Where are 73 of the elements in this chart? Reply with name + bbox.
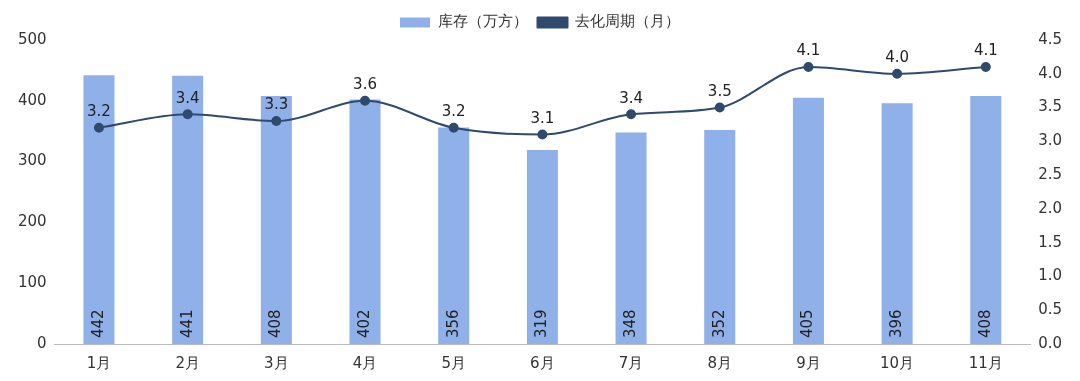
y-tick-label: 500 (17, 29, 47, 48)
point (448, 122, 459, 133)
point (537, 129, 548, 140)
bar (881, 103, 913, 344)
data-label: 442 (88, 309, 107, 338)
y2-tick-label: 3.5 (1038, 97, 1062, 116)
y2-tick-label: 2.5 (1038, 165, 1062, 183)
point (803, 62, 814, 73)
x-tick-label: 6月 (530, 353, 555, 372)
data-label: 3.3 (264, 95, 289, 114)
legend-label: 去化周期（月） (575, 12, 680, 31)
bar (438, 127, 470, 344)
data-label: 408 (266, 309, 285, 338)
y-tick-label: 200 (17, 212, 47, 231)
point (714, 102, 725, 113)
x-tick-label: 1月 (86, 353, 112, 372)
data-label: 3.2 (441, 102, 466, 121)
bar (704, 129, 736, 344)
bar (526, 150, 558, 344)
point (93, 122, 104, 133)
y2-tick-label: 4.0 (1038, 63, 1062, 82)
data-label: 3.1 (530, 108, 555, 127)
data-label: 356 (443, 309, 462, 338)
data-label: 3.6 (353, 75, 377, 94)
point (360, 95, 371, 106)
x-tick-label: 3月 (264, 353, 289, 372)
y2-tick-label: 1.0 (1038, 266, 1062, 285)
y2-tick-label: 1.5 (1038, 232, 1062, 251)
point (182, 109, 193, 120)
y-tick-label: 300 (17, 151, 47, 170)
y2-tick-label: 0.5 (1038, 300, 1062, 319)
x-tick-label: 2月 (175, 353, 200, 372)
bar (970, 95, 1002, 344)
bar (349, 99, 381, 344)
data-label: 4.1 (973, 41, 998, 60)
data-label: 3.2 (87, 102, 111, 121)
data-label: 441 (177, 309, 196, 338)
x-tick-label: 10月 (880, 353, 915, 372)
bar (615, 132, 647, 344)
x-tick-label: 8月 (707, 353, 733, 372)
y-tick-label: 400 (17, 90, 47, 109)
data-label: 348 (620, 309, 639, 338)
data-label: 3.4 (175, 88, 200, 107)
point (626, 109, 637, 120)
y2-tick-label: 4.5 (1038, 29, 1062, 48)
data-label: 3.4 (619, 88, 643, 107)
x-tick-label: 5月 (441, 353, 466, 372)
legend-label: 库存（万方） (437, 12, 528, 31)
bar (83, 75, 115, 344)
point (271, 116, 282, 127)
data-label: 4.1 (796, 41, 821, 60)
x-tick-label: 7月 (618, 353, 644, 372)
y2-tick-label: 3.0 (1038, 131, 1062, 150)
data-label: 4.0 (885, 48, 910, 67)
data-label: 396 (887, 309, 906, 338)
bar (792, 97, 824, 344)
point (980, 62, 991, 73)
data-label: 3.5 (707, 81, 732, 100)
x-tick-label: 9月 (796, 353, 821, 372)
point (892, 68, 903, 79)
x-tick-label: 4月 (352, 353, 378, 372)
data-label: 352 (709, 309, 728, 338)
y2-tick-label: 0.0 (1038, 333, 1062, 352)
data-label: 402 (354, 309, 373, 338)
y-tick-label: 100 (17, 273, 47, 292)
y2-tick-label: 2.0 (1038, 198, 1062, 217)
bar (172, 75, 204, 344)
data-label: 408 (975, 309, 994, 338)
x-tick-label: 11月 (968, 353, 1003, 372)
y-tick-label: 0 (37, 333, 47, 352)
data-label: 319 (532, 309, 551, 338)
bar (260, 95, 292, 344)
data-label: 405 (798, 309, 817, 338)
